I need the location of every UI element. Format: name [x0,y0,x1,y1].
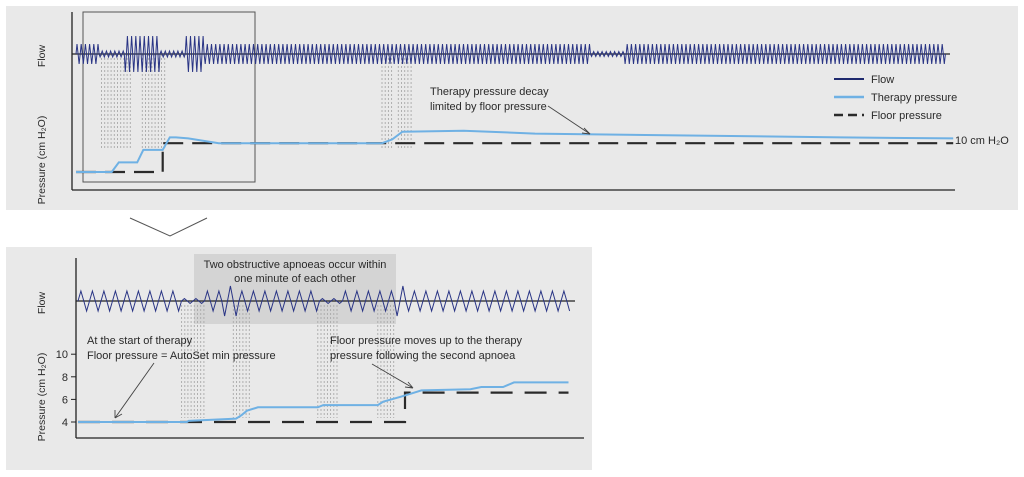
overview-panel-background [6,6,1018,210]
overview-pressure-axis-label: Pressure (cm H₂O) [36,116,48,205]
overview-floor-pressure-series [76,142,954,174]
apnoeas-annotation-line2: one minute of each other [234,273,356,285]
overview-therapy-pressure-series [76,129,954,173]
start-annotation-line1: At the start of therapy [87,335,193,347]
apnoea-highlight-box [194,254,396,324]
overview-legend: Flow Therapy pressure Floor pressure [834,74,957,122]
detail-y-tick-label: 10 [56,349,68,361]
start-annotation-line2: Floor pressure = AutoSet min pressure [87,350,276,362]
detail-y-ticks: 4 6 8 10 [56,349,76,429]
detail-y-tick-label: 8 [62,372,68,384]
detail-pressure-axis-label: Pressure (cm H₂O) [36,353,48,442]
detail-therapy-pressure-series [78,381,569,423]
floor-up-annotation-line2: pressure following the second apnoea [330,350,516,362]
detail-flow-axis-label: Flow [36,291,48,314]
zoom-box [82,11,256,183]
detail-y-tick-label: 6 [62,394,68,406]
zoom-connector [129,217,208,237]
legend-floor-label: Floor pressure [871,110,942,122]
decay-annotation-arrowhead [581,127,591,135]
legend-flow-label: Flow [871,74,894,86]
detail-flow-series [77,285,571,317]
detail-apnoea-bands [181,305,395,418]
overview-flow-axis-label: Flow [36,44,48,67]
floor-up-annotation-arrow [371,363,414,389]
floor-up-annotation-line1: Floor pressure moves up to the therapy [330,335,522,347]
overview-flow-series [75,35,946,73]
decay-annotation-arrow [547,105,591,135]
detail-floor-pressure-series [78,391,569,424]
start-annotation-arrow [114,362,155,419]
decay-annotation-line2: limited by floor pressure [430,101,547,113]
apnoeas-annotation-line1: Two obstructive apnoeas occur within [204,259,387,271]
detail-y-tick-label: 4 [62,417,68,429]
decay-annotation-line1: Therapy pressure decay [430,86,549,98]
end-level-annotation: 10 cm H₂O [955,135,1009,147]
legend-therapy-label: Therapy pressure [871,92,957,104]
